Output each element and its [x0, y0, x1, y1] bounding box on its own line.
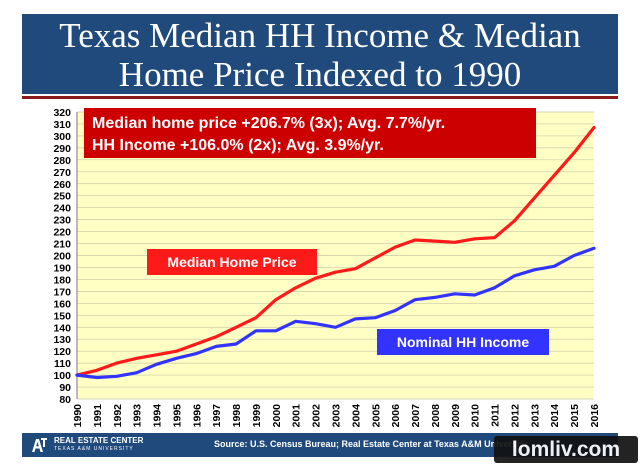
source-note: Source: U.S. Census Bureau; Real Estate … — [214, 439, 528, 449]
home-price-label-box — [147, 249, 317, 275]
title-line-1: Texas Median HH Income & Median — [59, 16, 581, 55]
y-tick-label: 180 — [53, 274, 71, 286]
x-tick-label: 2002 — [311, 404, 323, 428]
y-tick-label: 220 — [53, 227, 71, 239]
brand: REAL ESTATE CENTER TEXAS A&M UNIVERSITY — [54, 436, 143, 454]
y-tick-label: 260 — [53, 179, 71, 191]
hh-income-label-box — [377, 329, 549, 355]
y-tick-label: 270 — [53, 167, 71, 179]
x-tick-label: 1993 — [132, 404, 144, 428]
x-tick-label: 2006 — [390, 404, 402, 428]
x-tick-labels: 1990 1991 1992 1993 1994 1995 1996 1997 1998 1999… — [72, 404, 601, 428]
y-tick-label: 290 — [53, 143, 71, 155]
y-tick-label: 310 — [53, 119, 71, 131]
x-tick-label: 2014 — [549, 404, 561, 428]
title-divider — [22, 96, 618, 99]
x-tick-label: 2001 — [291, 404, 303, 428]
x-tick-label: 2009 — [450, 404, 462, 428]
y-tick-label: 230 — [53, 215, 71, 227]
x-tick-label: 2013 — [529, 404, 541, 428]
y-tick-label: 240 — [53, 203, 71, 215]
title-line-2: Home Price Indexed to 1990 — [118, 55, 522, 94]
home-price-line — [75, 125, 596, 377]
y-tick-label: 140 — [53, 322, 71, 334]
title-bar: Texas Median HH Income & Median Home Pri… — [22, 14, 618, 94]
x-tick-label: 2011 — [490, 404, 502, 427]
x-tick-label: 2015 — [569, 404, 581, 428]
callout-line-1: Median home price +206.7% (3x); Avg. 7.7… — [92, 115, 445, 132]
line-chart: 8090100110120130140150160170180190200210… — [53, 107, 601, 428]
x-tick-label: 2008 — [430, 404, 442, 428]
x-tick-label: 1995 — [171, 404, 183, 428]
y-tick-label: 320 — [53, 107, 71, 119]
x-tick-label: 2012 — [509, 404, 521, 428]
x-tick-label: 2003 — [331, 404, 343, 428]
y-tick-label: 90 — [59, 382, 71, 394]
y-tick-label: 200 — [53, 251, 71, 263]
callout-line-2: HH Income +106.0% (2x); Avg. 3.9%/yr. — [92, 137, 384, 154]
y-tick-label: 130 — [53, 334, 71, 346]
x-tick-label: 2000 — [271, 404, 283, 428]
y-tick-label: 100 — [53, 370, 71, 382]
hh-income-line — [75, 246, 596, 380]
x-tick-label: 1992 — [112, 404, 124, 428]
x-tick-label: 1990 — [72, 404, 84, 428]
y-tick-label: 160 — [53, 298, 71, 310]
y-tick-label: 170 — [53, 286, 71, 298]
y-tick-label: 300 — [53, 131, 71, 143]
callout-box — [84, 108, 536, 158]
y-tick-label: 190 — [53, 262, 71, 274]
x-tick-label: 1999 — [251, 404, 263, 428]
brand-subtitle: TEXAS A&M UNIVERSITY — [54, 446, 134, 452]
y-tick-label: 120 — [53, 346, 71, 358]
atm-logo-icon — [32, 438, 47, 452]
hh-income-series-label: Nominal HH Income — [397, 334, 529, 350]
y-tick-label: 210 — [53, 239, 71, 251]
x-tick-label: 1998 — [231, 404, 243, 428]
x-tick-label: 1994 — [152, 404, 164, 428]
y-tick-label: 280 — [53, 155, 71, 167]
x-tick-label: 2010 — [470, 404, 482, 428]
watermark: lomliv.com — [494, 436, 638, 463]
y-tick-label: 80 — [59, 394, 71, 406]
x-tick-label: 2005 — [370, 404, 382, 428]
y-tick-label: 110 — [54, 358, 71, 370]
y-tick-labels: 8090100110120130140150160170180190200210… — [53, 107, 71, 406]
y-tick-label: 150 — [53, 310, 71, 322]
home-price-series-label: Median Home Price — [167, 254, 296, 270]
y-tick-label: 250 — [53, 191, 71, 203]
x-tick-label: 2016 — [589, 404, 601, 428]
x-tick-label: 1997 — [211, 404, 223, 428]
series-lines — [75, 125, 596, 380]
brand-name: REAL ESTATE CENTER — [54, 436, 144, 445]
x-tick-label: 1991 — [92, 404, 104, 428]
x-tick-label: 2007 — [410, 404, 422, 428]
x-tick-label: 2004 — [350, 404, 362, 428]
x-tick-label: 1996 — [191, 404, 203, 428]
